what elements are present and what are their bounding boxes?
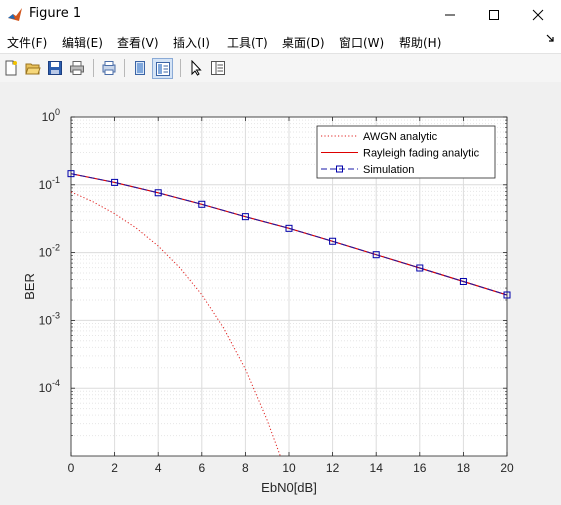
simulation-marker bbox=[154, 189, 162, 197]
ber-chart[interactable]: 0 2 4 6 8 10 12 14 16 18 20 100 10-1 10-2 10-3 10-4 EbN0… bbox=[0, 82, 561, 505]
simulation-marker bbox=[285, 224, 293, 232]
edit-plot-icon bbox=[191, 60, 202, 76]
simulation-marker bbox=[198, 200, 206, 208]
save-icon bbox=[48, 61, 62, 75]
close-button[interactable] bbox=[516, 0, 560, 30]
y-tick-label: 10-4 bbox=[39, 378, 60, 395]
minimize-icon bbox=[445, 14, 455, 16]
toolbar-separator bbox=[180, 59, 181, 77]
toolbar-separator bbox=[93, 59, 94, 77]
minimize-button[interactable] bbox=[428, 0, 472, 30]
simulation-line bbox=[71, 173, 507, 296]
save-button[interactable] bbox=[45, 58, 65, 78]
x-tick-label: 10 bbox=[282, 461, 296, 475]
dock-arrow-icon[interactable] bbox=[546, 34, 555, 43]
close-icon bbox=[532, 9, 544, 21]
simulation-marker bbox=[459, 277, 467, 285]
title-bar: Figure 1 bbox=[0, 0, 561, 30]
y-tick-label: 10-3 bbox=[39, 310, 60, 327]
new-figure-icon bbox=[5, 60, 17, 76]
print-icon bbox=[70, 61, 84, 75]
menu-file[interactable]: 文件(F) bbox=[7, 36, 48, 50]
window-title: Figure 1 bbox=[29, 6, 82, 21]
y-tick-label: 10-1 bbox=[39, 175, 60, 192]
x-tick-label: 14 bbox=[370, 461, 384, 475]
x-tick-label: 20 bbox=[500, 461, 514, 475]
y-tick-label: 10-2 bbox=[39, 243, 60, 260]
menu-help[interactable]: 帮助(H) bbox=[399, 36, 442, 50]
menu-insert[interactable]: 插入(I) bbox=[173, 36, 210, 50]
toolbar-separator bbox=[124, 59, 125, 77]
new-figure-button[interactable] bbox=[1, 58, 21, 78]
simulation-marker bbox=[241, 213, 249, 221]
x-tick-label: 12 bbox=[326, 461, 340, 475]
y-axis-label: BER bbox=[22, 273, 37, 300]
simulation-marker bbox=[111, 178, 119, 186]
x-axis-label: EbN0[dB] bbox=[261, 480, 317, 495]
print-button[interactable] bbox=[67, 58, 87, 78]
simulation-marker bbox=[329, 237, 337, 245]
print-preview-button[interactable] bbox=[99, 58, 119, 78]
simulation-marker bbox=[503, 291, 511, 299]
menu-view[interactable]: 查看(V) bbox=[117, 36, 159, 50]
menu-bar: 文件(F) 编辑(E) 查看(V) 插入(I) 工具(T) 桌面(D) 窗口(W… bbox=[0, 30, 561, 52]
toolbar bbox=[0, 53, 561, 83]
simulation-marker bbox=[67, 170, 75, 178]
menu-desktop[interactable]: 桌面(D) bbox=[282, 36, 325, 50]
legend-entry: Rayleigh fading analytic bbox=[363, 148, 480, 160]
property-inspector-icon bbox=[211, 61, 225, 75]
show-plot-tools-button[interactable] bbox=[152, 58, 173, 79]
legend-marker bbox=[336, 165, 343, 173]
x-tick-label: 16 bbox=[413, 461, 427, 475]
x-tick-label: 8 bbox=[242, 461, 249, 475]
maximize-icon bbox=[489, 10, 499, 20]
property-inspector-button[interactable] bbox=[208, 58, 228, 78]
x-tick-label: 4 bbox=[155, 461, 162, 475]
hide-plot-tools-icon bbox=[135, 61, 145, 75]
hide-plot-tools-button[interactable] bbox=[130, 58, 150, 78]
menu-window[interactable]: 窗口(W) bbox=[339, 36, 385, 50]
menu-tools[interactable]: 工具(T) bbox=[227, 36, 268, 50]
figure-canvas: 0 2 4 6 8 10 12 14 16 18 20 100 10-1 10-2 10-3 10-4 EbN0… bbox=[0, 82, 561, 505]
matlab-icon bbox=[8, 8, 22, 21]
x-tick-label: 0 bbox=[68, 461, 75, 475]
simulation-marker bbox=[416, 264, 424, 272]
print-preview-icon bbox=[102, 61, 116, 75]
maximize-button[interactable] bbox=[472, 0, 516, 30]
legend-entry: Simulation bbox=[363, 164, 414, 176]
simulation-marker bbox=[372, 251, 380, 259]
x-tick-label: 2 bbox=[111, 461, 118, 475]
legend-entry: AWGN analytic bbox=[363, 131, 438, 143]
edit-plot-button[interactable] bbox=[186, 58, 206, 78]
open-file-button[interactable] bbox=[23, 58, 43, 78]
y-tick-label: 100 bbox=[42, 107, 60, 124]
x-tick-label: 18 bbox=[457, 461, 471, 475]
x-tick-label: 6 bbox=[198, 461, 205, 475]
menu-edit[interactable]: 编辑(E) bbox=[62, 36, 103, 50]
show-plot-tools-icon bbox=[155, 61, 170, 76]
open-file-icon bbox=[25, 63, 41, 75]
